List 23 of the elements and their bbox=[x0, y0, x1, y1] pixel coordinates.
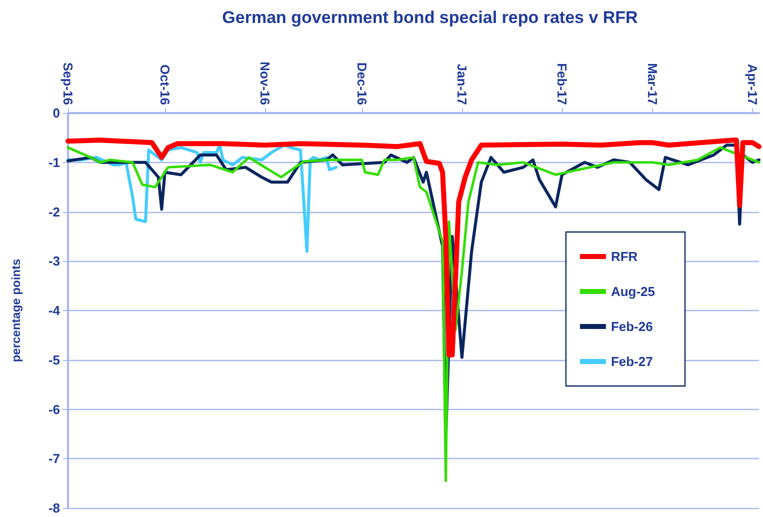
x-tick-label: Jan-17 bbox=[454, 64, 470, 105]
x-tick-label: Mar-17 bbox=[644, 63, 660, 105]
x-tick-label: Dec-16 bbox=[354, 62, 370, 105]
y-tick-label: -7 bbox=[48, 451, 60, 466]
y-tick-label: -2 bbox=[48, 204, 60, 220]
y-tick-label: -1 bbox=[48, 154, 60, 170]
legend-label: Feb-27 bbox=[610, 354, 653, 369]
x-tick-label: Apr-17 bbox=[745, 64, 760, 105]
legend-label: RFR bbox=[610, 249, 638, 264]
y-axis-title: percentage points bbox=[9, 258, 23, 362]
x-tick-label: Nov-16 bbox=[257, 62, 272, 105]
y-tick-label: -5 bbox=[48, 352, 60, 368]
x-tick-label: Oct-16 bbox=[157, 64, 172, 105]
chart-title: German government bond special repo rates v RFR bbox=[222, 8, 638, 27]
x-tick-label: Feb-17 bbox=[554, 63, 570, 105]
legend-label: Aug-25 bbox=[610, 284, 656, 299]
y-tick-label: -3 bbox=[48, 254, 60, 269]
x-tick-label: Sep-16 bbox=[60, 62, 76, 105]
legend-label: Feb-26 bbox=[610, 319, 653, 334]
y-tick-label: -6 bbox=[48, 402, 60, 417]
y-tick-label: -4 bbox=[48, 303, 61, 318]
y-tick-label: -8 bbox=[48, 500, 60, 516]
y-tick-label: 0 bbox=[52, 106, 60, 120]
